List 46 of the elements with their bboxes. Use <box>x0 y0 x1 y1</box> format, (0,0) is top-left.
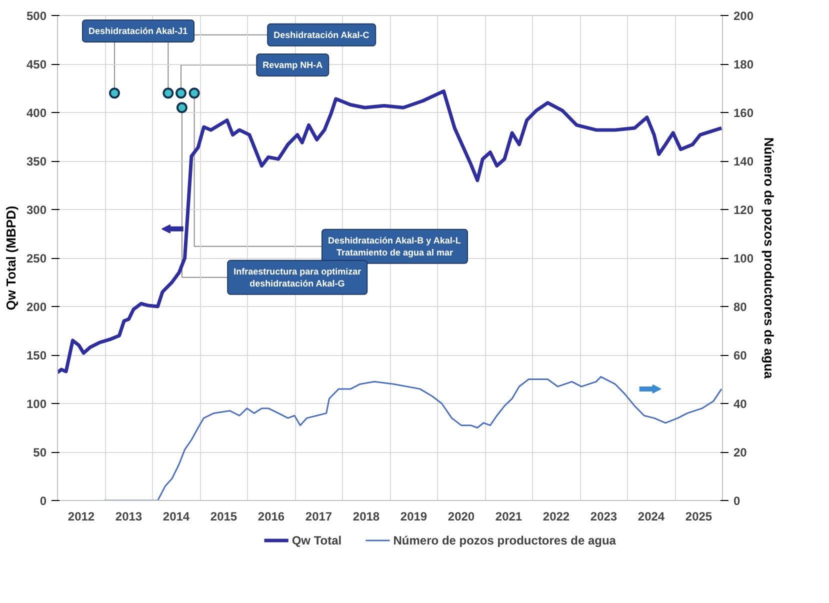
y-tick-label: 500 <box>26 9 47 23</box>
y2-tick-label: 80 <box>734 300 748 314</box>
y2-tick-label: 120 <box>734 203 754 217</box>
annotation: Deshidratación Akal-B y Akal-L Tratamiento de agua al mar <box>328 235 462 258</box>
annotation: Infraestructura para optimizar deshidratación Akal-G <box>234 266 362 288</box>
y2-tick-label: 0 <box>734 494 740 508</box>
line-series <box>58 89 722 374</box>
y-tick-label: 300 <box>26 203 47 217</box>
legend-label: Número de pozos productores de agua <box>393 534 616 548</box>
y2-tick-label: 40 <box>734 397 748 411</box>
y2-tick-label: 140 <box>734 154 754 168</box>
x-tick-label: 2019 <box>400 510 428 524</box>
y-tick-label: 350 <box>26 154 47 168</box>
y-tick-label: 400 <box>26 106 47 120</box>
x-tick-label: 2012 <box>68 510 95 524</box>
x-tick-label: 2016 <box>258 510 285 524</box>
y-tick-label: 250 <box>26 252 47 266</box>
y-tick-label: 200 <box>26 300 47 314</box>
y2-tick-label: 200 <box>734 9 754 23</box>
x-tick-label: 2018 <box>352 510 380 524</box>
y2-tick-label: 180 <box>734 58 754 72</box>
x-tick-label: 2021 <box>495 510 522 524</box>
x-tick-label: 2014 <box>162 510 190 524</box>
y-tick-label: 50 <box>33 446 47 460</box>
y-tick-label: 100 <box>26 397 47 411</box>
x-tick-label: 2025 <box>685 510 712 524</box>
y-tick-label: 0 <box>40 494 47 508</box>
annotation: Deshidratación Akal-C <box>274 30 370 40</box>
x-tick-label: 2013 <box>115 510 142 524</box>
y2-tick-label: 100 <box>734 252 754 266</box>
annotation: Deshidratación Akal-J1 <box>88 26 188 36</box>
y2-tick-label: 160 <box>734 106 754 120</box>
x-tick-label: 2022 <box>542 510 570 524</box>
y-axis-title: Qw Total (MBPD) <box>3 206 18 310</box>
legend-label: Qw Total <box>292 534 342 548</box>
y-tick-label: 450 <box>26 58 47 72</box>
x-tick-label: 2015 <box>210 510 238 524</box>
x-tick-label: 2017 <box>305 510 332 524</box>
y-tick-label: 150 <box>26 348 47 362</box>
y2-tick-label: 60 <box>734 348 748 362</box>
y2-axis-title: Número de pozos productores de agua <box>762 137 777 380</box>
x-tick-label: 2020 <box>448 510 475 524</box>
y2-tick-label: 20 <box>734 446 748 460</box>
x-tick-label: 2024 <box>638 510 665 524</box>
x-tick-label: 2023 <box>590 510 618 524</box>
annotation: Revamp NH-A <box>262 60 324 70</box>
